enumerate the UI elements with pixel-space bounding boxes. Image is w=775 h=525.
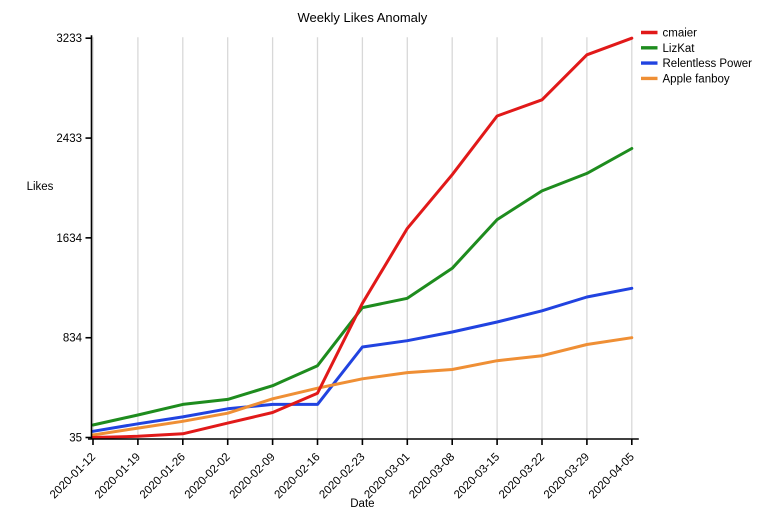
series-line-relentless-power	[91, 286, 634, 433]
y-tick-label: 3233	[56, 33, 82, 45]
x-tick-label: 2020-03-29	[542, 451, 592, 501]
y-tick-label: 834	[63, 333, 83, 345]
y-tick-label: 1634	[56, 233, 82, 245]
y-axis-label: Likes	[27, 181, 54, 193]
x-tick-label: 2020-02-23	[317, 451, 367, 501]
x-tick-label: 2020-03-15	[452, 451, 502, 501]
series-line-cmaier	[91, 36, 634, 439]
x-tick-label: 2020-01-19	[93, 451, 143, 501]
x-tick-label: 2020-02-02	[183, 451, 233, 501]
x-tick-label: 2020-03-22	[497, 451, 547, 501]
y-tick-label: 35	[69, 433, 82, 445]
legend-label-apple-fanboy: Apple fanboy	[663, 73, 730, 85]
x-tick-label: 2020-03-08	[407, 451, 457, 501]
x-tick-label: 2020-02-16	[273, 451, 323, 501]
x-tick-label: 2020-01-26	[138, 451, 188, 501]
x-tick-label: 2020-02-09	[228, 451, 278, 501]
x-tick-label: 2020-01-12	[48, 451, 98, 501]
y-tick-label: 2433	[56, 133, 82, 145]
chart-title: Weekly Likes Anomaly	[297, 10, 427, 25]
legend-label-relentless-power: Relentless Power	[663, 58, 753, 70]
series-line-apple-fanboy	[91, 336, 634, 437]
legend-label-cmaier: cmaier	[663, 28, 698, 40]
series-line-lizkat	[91, 147, 634, 427]
x-tick-label: 2020-03-01	[362, 451, 412, 501]
x-tick-label: 2020-04-05	[587, 451, 637, 501]
legend-label-lizkat: LizKat	[663, 43, 696, 55]
x-axis-label: Date	[350, 498, 374, 510]
